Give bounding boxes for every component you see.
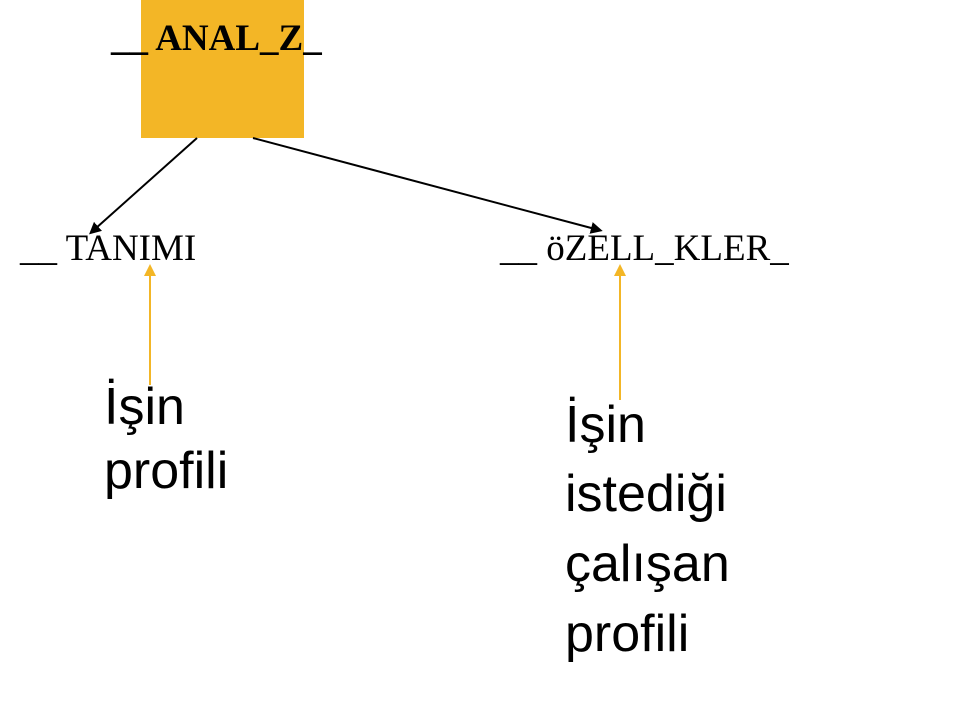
left-leaf-line2: profili <box>104 441 228 501</box>
right-leaf-line1: İşin <box>565 395 646 455</box>
root-label: __ ANAL_Z_ <box>111 17 322 60</box>
right-leaf-line3: çalışan <box>565 534 730 594</box>
left-leaf-line1: İşin <box>104 377 185 437</box>
right-leaf-line2: istediği <box>565 464 727 524</box>
right-leaf-line4: profili <box>565 604 689 664</box>
diagram-stage: __ ANAL_Z_ __ TANIMI __ öZELL_KLER_ İşin… <box>0 0 960 714</box>
right-branch-label: __ öZELL_KLER_ <box>500 227 789 270</box>
edge <box>95 138 197 229</box>
left-branch-label: __ TANIMI <box>20 227 196 270</box>
edge <box>253 138 595 229</box>
